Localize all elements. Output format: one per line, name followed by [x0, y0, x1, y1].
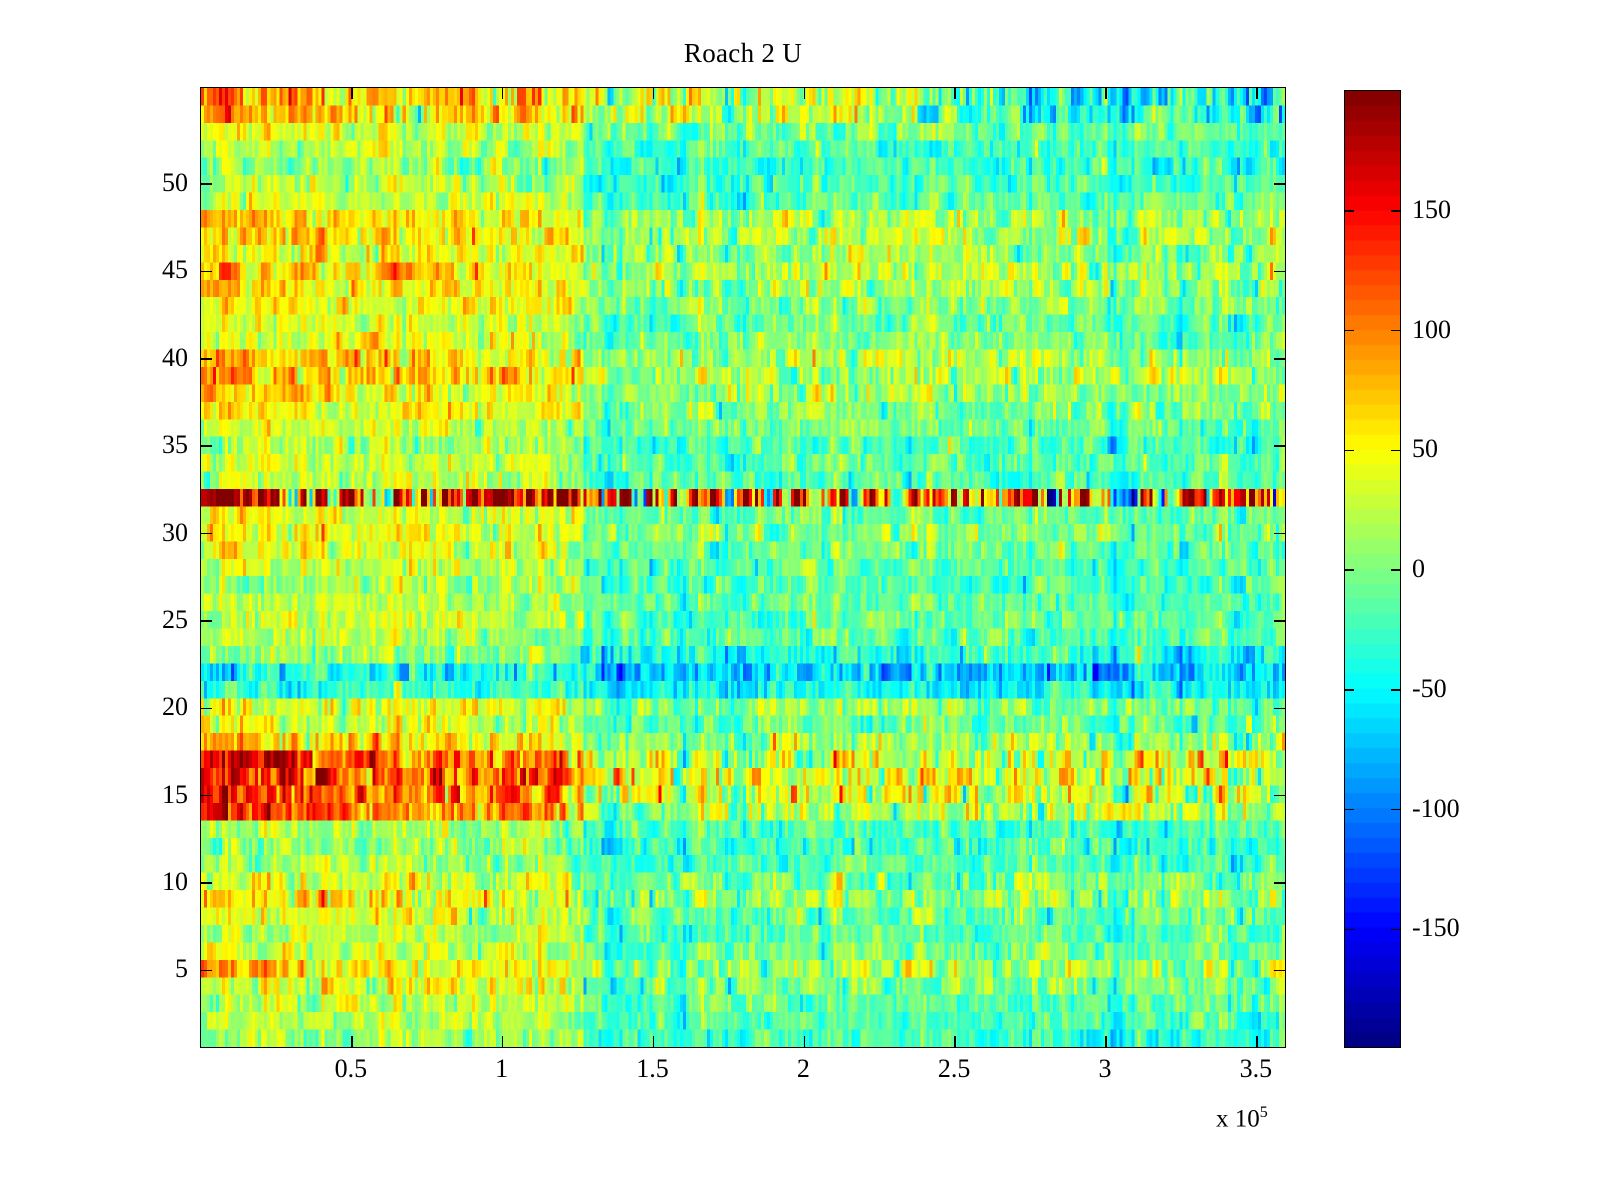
y-axis-tick-label: 30 — [162, 517, 188, 547]
y-axis-tick — [201, 882, 212, 884]
colorbar-tick-label: 0 — [1412, 554, 1425, 583]
heatmap-image — [201, 88, 1285, 1047]
y-axis-tick — [201, 183, 212, 185]
colorbar-tick — [1391, 928, 1400, 930]
x-axis-tick-label: 1 — [495, 1054, 509, 1083]
heatmap-axes[interactable] — [200, 87, 1286, 1048]
colorbar-tick — [1345, 689, 1354, 691]
y-axis-tick — [1274, 183, 1285, 185]
x-axis-tick — [501, 1036, 504, 1047]
x-axis-tick — [1105, 88, 1107, 99]
colorbar-tick-label: 100 — [1412, 314, 1451, 344]
colorbar-tick — [1391, 808, 1400, 811]
x-axis-tick — [351, 88, 353, 99]
y-axis-tick — [1274, 969, 1285, 972]
colorbar-tick-label: -150 — [1412, 913, 1460, 943]
y-axis-tick — [1274, 532, 1285, 535]
colorbar[interactable] — [1344, 90, 1401, 1048]
y-axis-tick-label: 20 — [162, 692, 188, 722]
colorbar-tick — [1345, 210, 1354, 212]
colorbar-tick-label: -100 — [1412, 793, 1460, 823]
colorbar-tick — [1391, 329, 1400, 332]
y-axis-tick-label: 35 — [162, 430, 188, 460]
y-axis-tick — [201, 794, 212, 797]
y-axis-tick — [201, 620, 212, 622]
x-axis-exponent-label: x 105 — [1216, 1104, 1268, 1133]
y-axis-tick — [1274, 270, 1285, 273]
colorbar-tick-label: 150 — [1412, 194, 1451, 224]
y-axis-tick-label: 45 — [162, 255, 188, 285]
colorbar-tick — [1345, 329, 1354, 332]
y-axis-tick — [201, 707, 212, 710]
y-axis-tick — [201, 445, 212, 447]
colorbar-tick — [1345, 569, 1354, 571]
y-axis-tick — [201, 969, 212, 972]
x-axis-tick — [652, 88, 655, 99]
x-axis-tick-label: 3 — [1098, 1054, 1112, 1083]
y-axis-tick-label: 25 — [162, 604, 188, 634]
y-axis-tick-label: 50 — [162, 168, 188, 198]
x-axis-tick-label: 2.5 — [937, 1054, 971, 1083]
x-axis-tick — [1105, 1036, 1107, 1047]
colorbar-tick — [1391, 689, 1400, 691]
y-axis-tick — [201, 358, 212, 360]
x-axis-tick — [954, 88, 956, 99]
x-axis-tick-label: 1.5 — [636, 1054, 669, 1083]
colorbar-tick — [1345, 808, 1354, 811]
x-axis-tick — [954, 1036, 956, 1047]
colorbar-tick — [1391, 210, 1400, 212]
y-axis-tick — [201, 532, 212, 535]
colorbar-gradient — [1345, 91, 1400, 1047]
colorbar-tick — [1391, 569, 1400, 571]
y-axis-tick — [1274, 882, 1285, 884]
x-exponent-power: 5 — [1259, 1104, 1268, 1121]
x-axis-tick-label: 0.5 — [334, 1054, 368, 1083]
x-axis-tick — [1256, 1036, 1258, 1047]
x-axis-tick-label: 2 — [796, 1054, 810, 1083]
y-axis-tick-label: 10 — [162, 867, 188, 896]
colorbar-tick — [1345, 928, 1354, 930]
page-title: Roach 2 U — [683, 38, 803, 68]
y-axis-tick-label: 15 — [162, 779, 188, 809]
colorbar-tick-label: -50 — [1412, 673, 1447, 703]
x-axis-tick — [1256, 88, 1258, 99]
x-axis-tick-label: 3.5 — [1239, 1054, 1273, 1083]
y-axis-tick — [1274, 445, 1285, 447]
y-axis-tick-label: 5 — [175, 954, 188, 984]
colorbar-tick — [1391, 449, 1400, 451]
x-axis-tick — [803, 88, 806, 99]
colorbar-tick — [1345, 449, 1354, 451]
y-axis-tick-label: 40 — [162, 342, 188, 372]
colorbar-tick-label: 50 — [1412, 434, 1438, 464]
x-axis-tick — [652, 1036, 655, 1047]
y-axis-tick — [1274, 707, 1285, 710]
x-axis-tick — [501, 88, 504, 99]
y-axis-tick — [1274, 358, 1285, 360]
y-axis-tick — [1274, 620, 1285, 622]
x-exponent-base: x 10 — [1216, 1105, 1260, 1133]
x-axis-tick — [351, 1036, 353, 1047]
y-axis-tick — [1274, 794, 1285, 797]
x-axis-tick — [803, 1036, 806, 1047]
y-axis-tick — [201, 270, 212, 273]
